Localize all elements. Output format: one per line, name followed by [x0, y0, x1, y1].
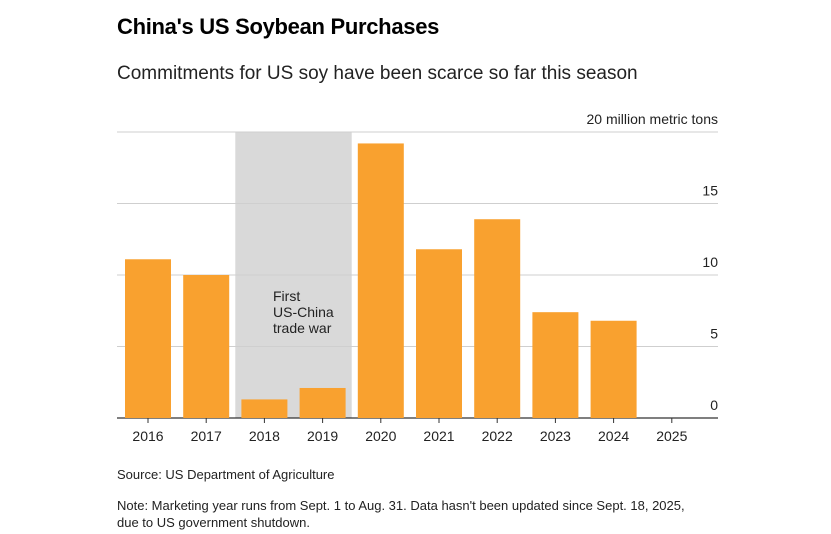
x-tick-label-2022: 2022: [482, 428, 513, 444]
x-tick-label-2017: 2017: [191, 428, 222, 444]
x-tick-label-2016: 2016: [132, 428, 163, 444]
bar-2020: [357, 143, 404, 418]
bar-chart: 2016 2017 2018 2019 2020 2021 2022 2023 2024 2025…: [117, 111, 718, 444]
bar-layer: [125, 143, 637, 418]
note-line-2: due to US government shutdown.: [117, 515, 310, 530]
bar-2024: [590, 320, 637, 418]
note-text: Note: Marketing year runs from Sept. 1 t…: [117, 497, 737, 531]
label-layer: 2016 2017 2018 2019 2020 2021 2022 2023 2024 2025…: [132, 111, 718, 444]
x-tick-label-2023: 2023: [540, 428, 571, 444]
note-line-1: Note: Marketing year runs from Sept. 1 t…: [117, 498, 685, 513]
x-tick-label-2025: 2025: [656, 428, 687, 444]
bar-2016: [125, 259, 171, 418]
y-tick-label-5: 5: [710, 326, 718, 342]
x-tick-label-2020: 2020: [365, 428, 396, 444]
y-tick-label-20: 20 million metric tons: [587, 111, 719, 127]
annotation-line-2: US-China: [273, 304, 334, 320]
x-tick-label-2024: 2024: [598, 428, 629, 444]
chart-subtitle: Commitments for US soy have been scarce …: [117, 63, 638, 84]
bar-2022: [474, 219, 521, 418]
y-tick-label-10: 10: [702, 254, 718, 270]
bar-2023: [532, 312, 579, 418]
bar-2017: [183, 275, 230, 418]
y-tick-label-0: 0: [710, 397, 718, 413]
x-tick-label-2018: 2018: [249, 428, 280, 444]
annotation-line-1: First: [273, 288, 300, 304]
y-tick-label-15: 15: [702, 183, 718, 199]
source-text: Source: US Department of Agriculture: [117, 467, 335, 482]
chart-title: China's US Soybean Purchases: [117, 14, 440, 39]
x-tick-label-2019: 2019: [307, 428, 338, 444]
bar-2021: [416, 249, 462, 418]
bar-2018: [241, 399, 288, 418]
annotation-line-3: trade war: [273, 320, 332, 336]
x-tick-label-2021: 2021: [423, 428, 454, 444]
bar-2019: [299, 387, 346, 418]
